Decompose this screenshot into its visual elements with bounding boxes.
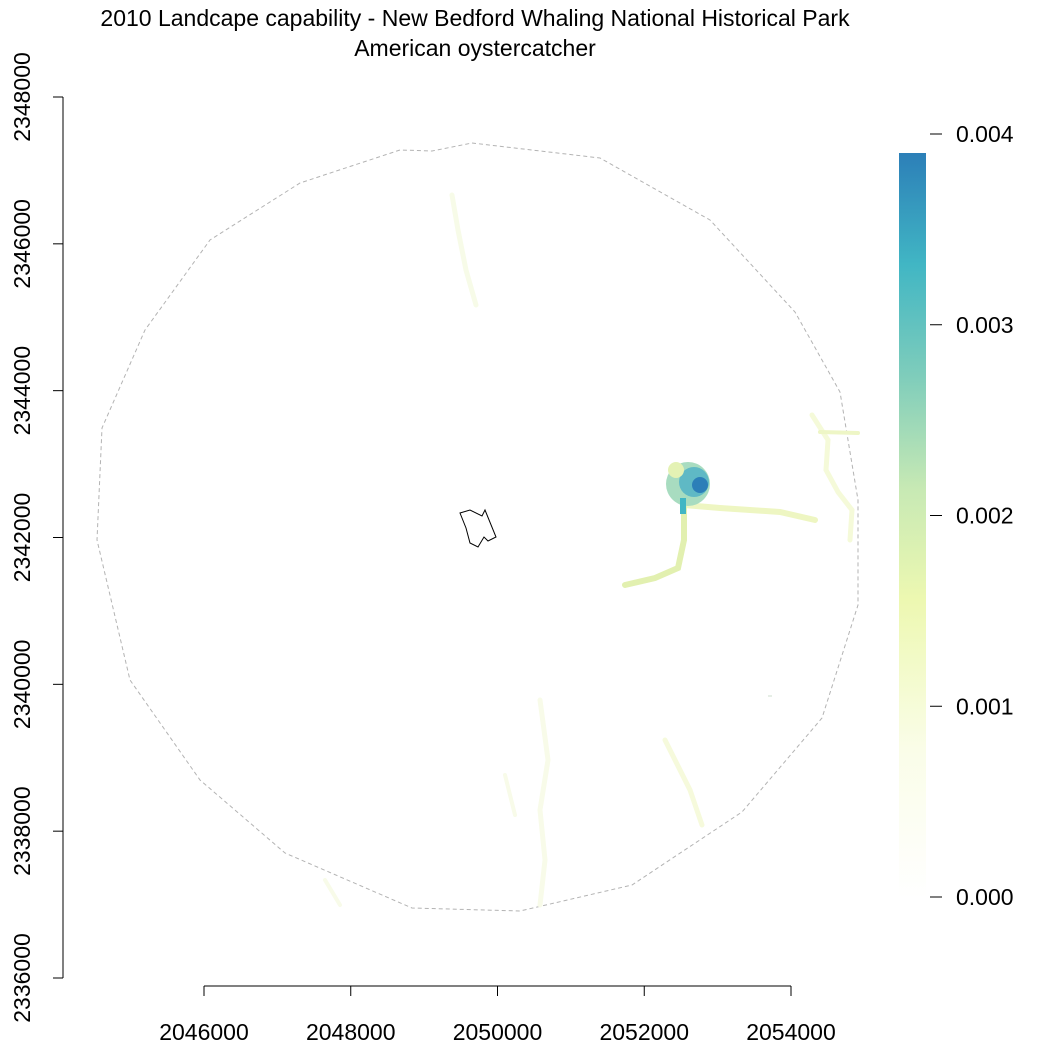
y-tick-label: 2336000	[9, 933, 35, 1023]
map-subtitle: American oystercatcher	[354, 35, 596, 61]
x-tick-label: 2054000	[746, 1019, 836, 1045]
habitat-trace-east-coast	[809, 412, 855, 543]
x-tick-label: 2048000	[306, 1019, 396, 1045]
isolated-cell	[768, 695, 772, 697]
legend-tick-label: 0.001	[956, 693, 1014, 719]
y-axis: 2336000 2338000 2340000 2342000 2344000 23460…	[9, 52, 64, 1023]
park-boundary	[459, 508, 497, 548]
legend-tick-label: 0.004	[956, 121, 1014, 147]
habitat-trace-south-1	[537, 697, 551, 908]
x-tick-label: 2052000	[599, 1019, 689, 1045]
high-value-patch	[666, 462, 710, 514]
habitat-trace-east-top	[818, 430, 860, 435]
y-tick-label: 2344000	[9, 346, 35, 436]
habitat-trace-south-2	[662, 737, 705, 828]
habitat-trace-north	[449, 192, 479, 308]
x-tick-label: 2046000	[159, 1019, 249, 1045]
x-tick-label: 2050000	[453, 1019, 543, 1045]
x-axis: 2046000 2048000 2050000 2052000 2054000	[159, 985, 836, 1045]
low-value-habitat	[323, 192, 860, 908]
legend: 0.000 0.001 0.002 0.003 0.004	[899, 121, 1014, 910]
y-tick-label: 2338000	[9, 786, 35, 876]
legend-colorbar	[899, 153, 926, 898]
river-corridor	[622, 502, 818, 588]
y-tick-label: 2340000	[9, 640, 35, 730]
map-title: 2010 Landcape capability - New Bedford W…	[100, 5, 850, 31]
study-area-buffer-outline	[96, 142, 859, 912]
legend-tick-label: 0.000	[956, 884, 1014, 910]
y-tick-label: 2346000	[9, 199, 35, 289]
y-tick-label: 2348000	[9, 52, 35, 142]
legend-tick-label: 0.002	[956, 503, 1014, 529]
habitat-trace-south-west	[323, 878, 342, 907]
legend-tick-label: 0.003	[956, 312, 1014, 338]
y-tick-label: 2342000	[9, 493, 35, 583]
habitat-trace-south-3	[503, 773, 517, 817]
